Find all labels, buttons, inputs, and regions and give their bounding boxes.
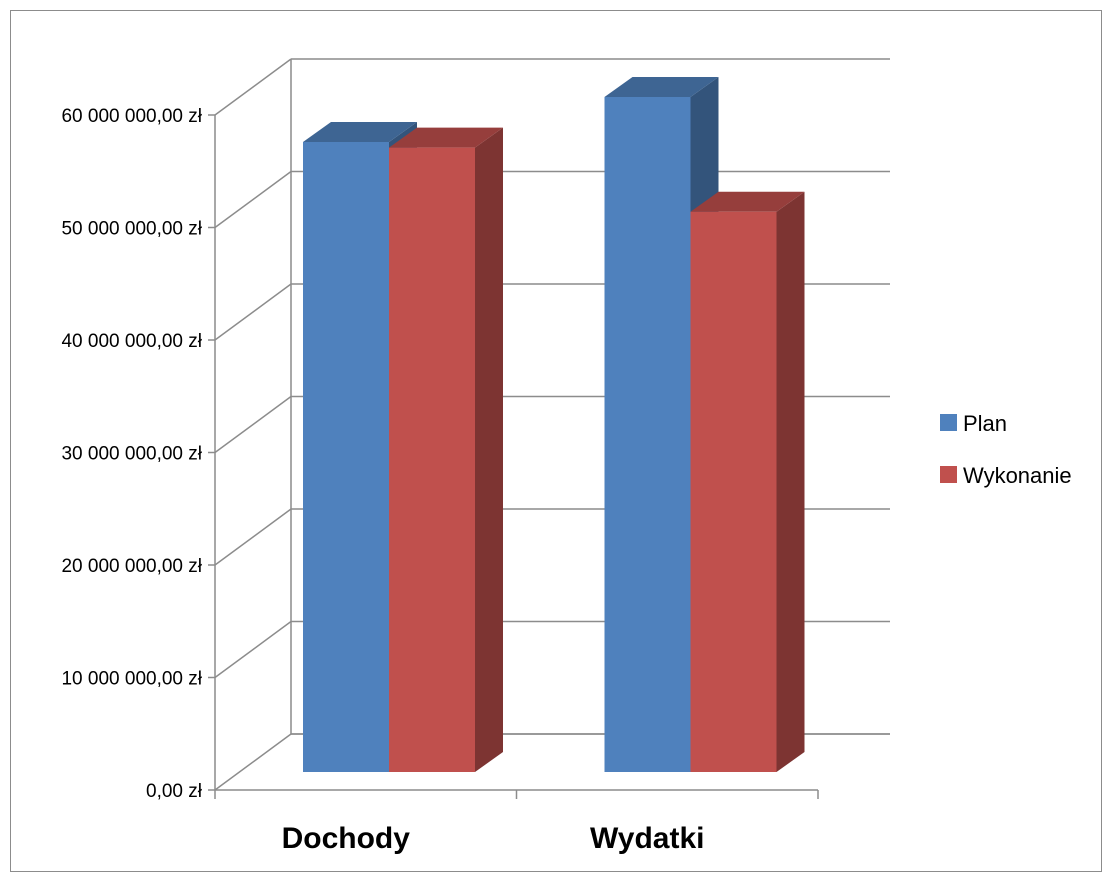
category-label-wydatki: Wydatki bbox=[590, 822, 704, 855]
bar-front-face bbox=[690, 211, 777, 772]
legend-label: Wykonanie bbox=[963, 463, 1072, 488]
legend-swatch bbox=[940, 414, 957, 431]
gridline-diagonal bbox=[214, 170, 292, 229]
bar-front-face bbox=[389, 147, 475, 772]
bar-side-face bbox=[776, 191, 805, 772]
gridline-diagonal bbox=[214, 395, 292, 454]
bar-top-face bbox=[690, 191, 805, 212]
legend-label: Plan bbox=[963, 411, 1007, 436]
y-tick-label: 10 000 000,00 zł bbox=[61, 669, 202, 690]
y-tick-label: 50 000 000,00 zł bbox=[61, 219, 202, 240]
y-tick-label: 60 000 000,00 zł bbox=[61, 106, 202, 127]
bar-side-face bbox=[475, 127, 503, 772]
bar-wykonanie-wydatki bbox=[690, 191, 805, 772]
legend-item-plan: Plan bbox=[940, 411, 1007, 436]
legend-swatch bbox=[940, 466, 957, 483]
gridline-diagonal bbox=[214, 620, 292, 679]
category-label-dochody: Dochody bbox=[282, 822, 411, 855]
y-tick-label: 30 000 000,00 zł bbox=[61, 444, 202, 465]
chart-frame bbox=[10, 10, 1102, 872]
bar-front-face bbox=[303, 142, 389, 772]
gridline-diagonal bbox=[214, 58, 292, 116]
category-labels: Dochody Wydatki bbox=[282, 822, 705, 855]
bar-wykonanie-dochody bbox=[389, 127, 503, 772]
bars bbox=[303, 77, 805, 772]
bar-top-face bbox=[303, 122, 417, 142]
bar-top-face bbox=[389, 127, 503, 148]
y-tick-label: 0,00 zł bbox=[146, 781, 203, 802]
gridline-diagonal bbox=[214, 508, 292, 566]
legend-item-wykonanie: Wykonanie bbox=[940, 463, 1072, 488]
axes bbox=[208, 114, 819, 799]
bar-top-face bbox=[604, 77, 719, 97]
y-tick-label: 40 000 000,00 zł bbox=[61, 331, 202, 352]
bar-front-face bbox=[604, 97, 691, 772]
gridline-diagonal bbox=[214, 283, 292, 341]
legend: Plan Wykonanie bbox=[940, 411, 1072, 488]
y-tick-labels: 0,00 zł 10 000 000,00 zł 20 000 000,00 zł 3… bbox=[61, 106, 202, 802]
y-tick-label: 20 000 000,00 zł bbox=[61, 556, 202, 577]
gridline-diagonal bbox=[214, 733, 292, 791]
